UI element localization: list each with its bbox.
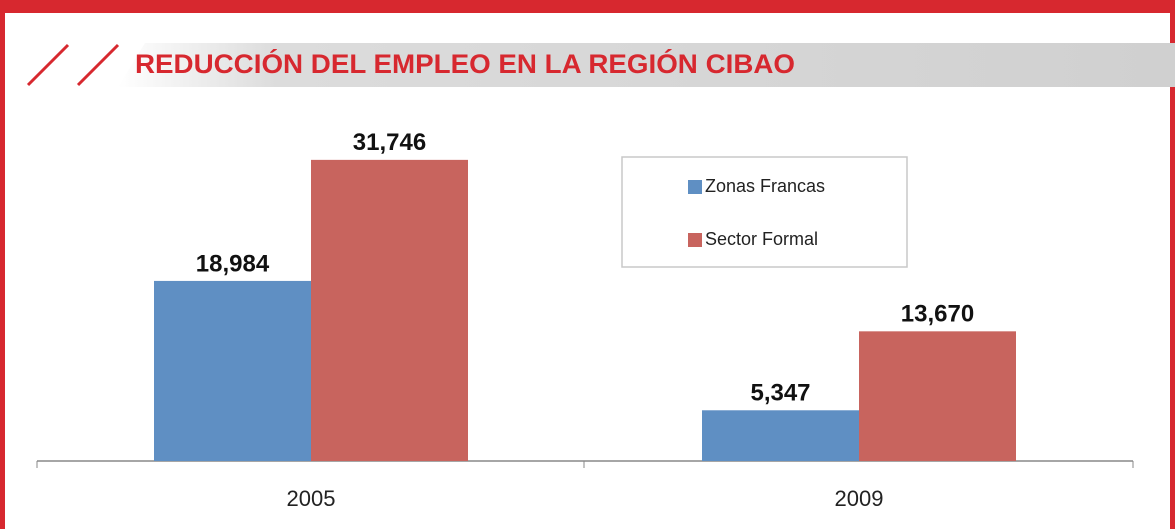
legend-box bbox=[621, 156, 908, 268]
bar bbox=[311, 159, 468, 461]
title-band bbox=[118, 43, 1175, 87]
slash bbox=[76, 43, 120, 87]
x-tick-label: 2005 bbox=[287, 486, 336, 511]
top-border bbox=[0, 0, 1175, 13]
bar bbox=[859, 331, 1016, 461]
right-border bbox=[1170, 0, 1175, 529]
legend-swatch bbox=[688, 180, 702, 194]
value-label: 13,670 bbox=[901, 301, 974, 328]
value-label: 31,746 bbox=[353, 129, 426, 156]
value-label: 5,347 bbox=[750, 380, 810, 407]
value-label: 18,984 bbox=[196, 250, 270, 277]
legend-label: Sector Formal bbox=[705, 229, 818, 249]
bar bbox=[702, 410, 859, 461]
chart-title: REDUCCIÓN DEL EMPLEO EN LA REGIÓN CIBAO bbox=[135, 48, 795, 79]
legend-label: Zonas Francas bbox=[705, 176, 825, 196]
left-border bbox=[0, 0, 5, 529]
x-tick-label: 2009 bbox=[835, 486, 884, 511]
slash bbox=[26, 43, 70, 87]
legend-swatch bbox=[688, 233, 702, 247]
bar bbox=[154, 280, 311, 461]
